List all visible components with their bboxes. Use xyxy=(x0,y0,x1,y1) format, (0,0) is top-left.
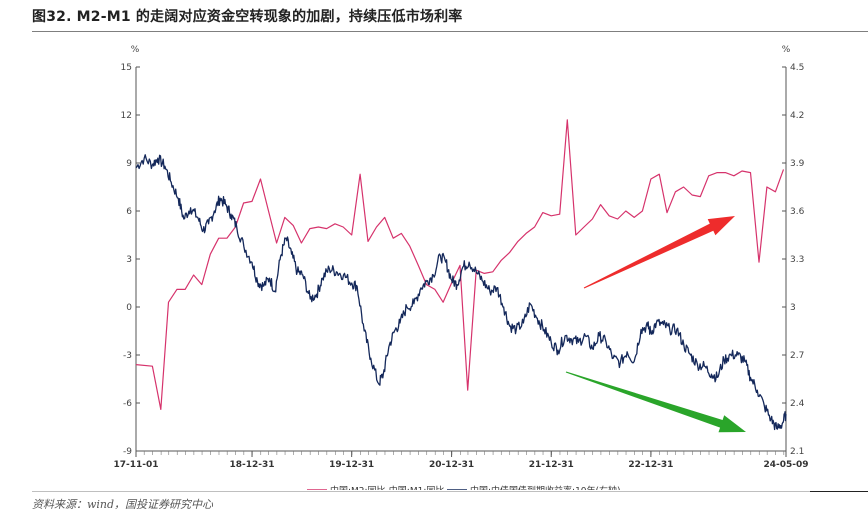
x-tick-label: 20-12-31 xyxy=(429,460,474,470)
right-tick-label: 2.7 xyxy=(790,351,804,361)
left-tick-label: 15 xyxy=(121,63,132,73)
left-unit-label: % xyxy=(131,45,140,55)
left-tick-label: 3 xyxy=(126,255,132,265)
chart-title: 图32. M2-M1 的走阔对应资金空转现象的加剧，持续压低市场利率 xyxy=(32,9,463,25)
source-divider xyxy=(32,491,868,492)
left-tick-label: 0 xyxy=(126,303,132,313)
right-tick-label: 4.2 xyxy=(790,111,804,121)
left-tick-label: -6 xyxy=(123,399,132,409)
chart: % % 15 12 9 6 3 0 -3 -6 -9 4.5 4.2 3.9 3.6 3.3 3 2.7 2.4 2.… xyxy=(113,45,809,491)
green-arrow xyxy=(565,371,746,433)
left-tick-label: 12 xyxy=(121,111,132,121)
right-tick-label: 4.5 xyxy=(790,63,804,73)
right-unit-label: % xyxy=(782,45,791,55)
right-tick-label: 3.3 xyxy=(790,255,804,265)
footer-accent-line xyxy=(810,491,868,492)
left-tick-label: 6 xyxy=(126,207,132,217)
left-tick-label: -9 xyxy=(123,447,132,457)
red-arrow xyxy=(583,216,735,289)
left-tick-label: -3 xyxy=(123,351,132,361)
right-tick-label: 3.6 xyxy=(790,207,805,217)
legend-label-10y-yield: 中国:中债国债到期收益率:10年(右轴) xyxy=(470,485,621,491)
right-tick-label: 2.1 xyxy=(790,447,804,457)
right-tick-label: 2.4 xyxy=(790,399,805,409)
x-tick-label: 24-05-09 xyxy=(763,460,808,470)
right-tick-label: 3.9 xyxy=(790,159,805,169)
legend-label-m2-m1: 中国:M2:同比-中国:M1:同比 xyxy=(330,485,444,491)
series-m2-m1-line xyxy=(135,119,785,410)
series-10y-yield-line xyxy=(135,154,787,431)
right-tick-label: 3 xyxy=(790,303,796,313)
x-tick-label: 18-12-31 xyxy=(229,460,274,470)
left-tick-label: 9 xyxy=(126,159,132,169)
source-note: 资料来源：wind，国投证券研究中心 xyxy=(32,498,214,511)
x-tick-label: 19-12-31 xyxy=(329,460,374,470)
x-tick-label: 21-12-31 xyxy=(529,460,574,470)
x-tick-label: 22-12-31 xyxy=(628,460,673,470)
title-divider xyxy=(32,31,868,32)
x-tick-label: 17-11-01 xyxy=(113,460,158,470)
